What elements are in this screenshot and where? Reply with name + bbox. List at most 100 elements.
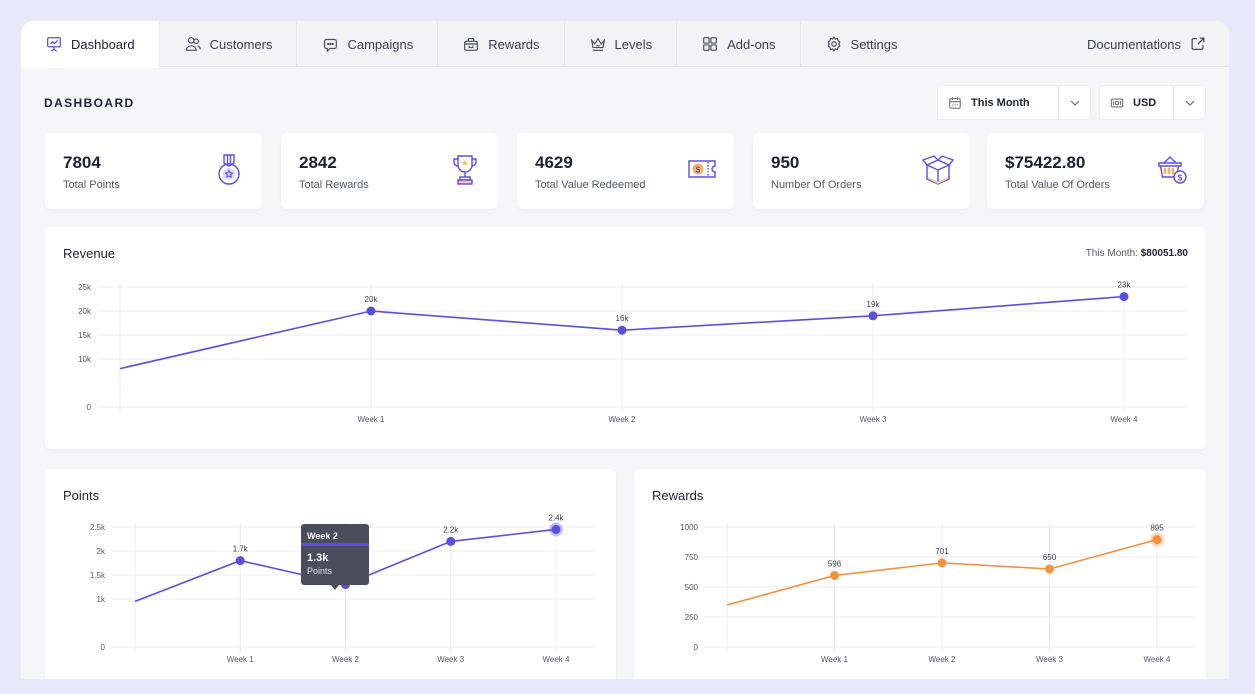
y-tick-label: 1000 bbox=[680, 523, 698, 532]
tab-customers[interactable]: Customers bbox=[160, 21, 298, 67]
tab-label: Levels bbox=[614, 36, 653, 52]
tab-dashboard[interactable]: Dashboard bbox=[21, 21, 160, 68]
medal-icon bbox=[218, 154, 240, 185]
data-point bbox=[366, 306, 376, 316]
svg-text:$: $ bbox=[696, 166, 701, 175]
rewards-card: Rewards 0 250 500 750 1000 Week 1 Week 2 Week 3… bbox=[634, 469, 1206, 679]
calendar-icon bbox=[949, 96, 961, 109]
tooltip-value: 1.3k bbox=[307, 552, 329, 564]
period-value: This Month bbox=[971, 96, 1030, 109]
y-tick-label: 2k bbox=[97, 547, 106, 556]
x-tick-label: Week 3 bbox=[860, 415, 888, 424]
tab-rewards[interactable]: Rewards bbox=[438, 21, 565, 67]
x-tick-label: Week 1 bbox=[821, 655, 849, 664]
stat-card-total-points: 7804 Total Points bbox=[45, 133, 262, 209]
coupon-icon: $ bbox=[688, 160, 716, 178]
tab-label: Dashboard bbox=[71, 36, 135, 52]
revenue-title: Revenue bbox=[63, 246, 116, 261]
tab-label: Settings bbox=[850, 36, 898, 52]
presentation-chart-icon bbox=[47, 37, 61, 52]
x-tick-label: Week 2 bbox=[332, 655, 360, 664]
chart-tooltip: Week 2 1.3k Points bbox=[301, 524, 369, 590]
stat-value: $75422.80 bbox=[1005, 153, 1086, 172]
x-tick-label: Week 4 bbox=[1144, 655, 1172, 664]
y-tick-label: 1k bbox=[97, 595, 106, 604]
basket-icon: $ bbox=[1158, 156, 1187, 184]
data-label: 650 bbox=[1043, 553, 1057, 562]
data-label: 895 bbox=[1150, 524, 1164, 533]
x-tick-label: Week 4 bbox=[1111, 415, 1139, 424]
currency-select[interactable]: USD bbox=[1099, 85, 1206, 120]
points-card: Points 0 1k 1.5k 2k 2.5k Week 1 Week 2 Week 3 We… bbox=[45, 469, 616, 679]
data-label: 2.4k bbox=[548, 513, 564, 522]
y-tick-label: 0 bbox=[694, 643, 699, 652]
y-tick-label: 15k bbox=[78, 331, 92, 340]
chevron-down-icon[interactable] bbox=[1173, 86, 1205, 119]
y-tick-label: 20k bbox=[78, 307, 92, 316]
tab-label: Customers bbox=[209, 36, 273, 52]
stat-card-total-rewards: 2842 Total Rewards bbox=[281, 133, 498, 209]
grid-icon bbox=[703, 37, 717, 51]
data-label: 596 bbox=[828, 559, 842, 568]
open-box-icon bbox=[922, 155, 954, 185]
data-point bbox=[617, 325, 627, 335]
data-point bbox=[551, 524, 561, 534]
period-select[interactable]: This Month bbox=[937, 85, 1091, 120]
external-link-icon bbox=[1191, 37, 1205, 51]
x-tick-label: Week 4 bbox=[543, 655, 571, 664]
y-tick-label: 250 bbox=[685, 613, 699, 622]
money-icon bbox=[1110, 98, 1124, 107]
tooltip-category: Week 2 bbox=[301, 524, 369, 546]
data-point bbox=[235, 556, 245, 566]
stat-label: Number Of Orders bbox=[771, 179, 862, 191]
data-label: 2.2k bbox=[443, 525, 459, 534]
data-label: 701 bbox=[935, 547, 949, 556]
y-tick-label: 25k bbox=[78, 283, 92, 292]
data-label: 19k bbox=[867, 300, 881, 309]
y-tick-label: 750 bbox=[685, 553, 699, 562]
documentations-link[interactable]: Documentations bbox=[1063, 21, 1229, 67]
revenue-chart: 0 10k 15k 20k 25k Week 1 Week 2 Week 3 Week 4 20k… bbox=[78, 281, 1188, 424]
tab-settings[interactable]: Settings bbox=[801, 21, 922, 67]
rewards-title: Rewards bbox=[652, 488, 704, 503]
data-label: 16k bbox=[616, 314, 630, 323]
x-tick-label: Week 1 bbox=[227, 655, 255, 664]
tab-levels[interactable]: Levels bbox=[565, 21, 678, 67]
app-window: Dashboard Customers Campaigns Rewards Le… bbox=[20, 20, 1230, 680]
stat-value: 950 bbox=[771, 153, 800, 172]
y-tick-label: 0 bbox=[101, 643, 106, 652]
data-point bbox=[937, 558, 947, 568]
revenue-meta-label: This Month: bbox=[1085, 248, 1138, 259]
tooltip-label: Points bbox=[307, 566, 333, 576]
x-tick-label: Week 3 bbox=[1036, 655, 1064, 664]
dashboard-content: DASHBOARD This Month USD 7804 Total Poin… bbox=[21, 67, 1229, 679]
data-point bbox=[830, 570, 839, 580]
tab-label: Add-ons bbox=[727, 36, 776, 52]
revenue-card: Revenue This Month: $80051.80 0 10k 15k 20k… bbox=[45, 227, 1206, 449]
users-icon bbox=[185, 37, 201, 51]
y-tick-label: 0 bbox=[87, 403, 92, 412]
stat-value: 2842 bbox=[299, 153, 337, 172]
tab-add-ons[interactable]: Add-ons bbox=[677, 21, 801, 67]
y-tick-label: 1.5k bbox=[90, 571, 106, 580]
docs-label: Documentations bbox=[1087, 36, 1181, 52]
data-point bbox=[1152, 535, 1162, 545]
stat-card-total-value-redeemed: 4629 Total Value Redeemed $ bbox=[517, 133, 734, 209]
data-point bbox=[868, 311, 878, 321]
x-tick-label: Week 2 bbox=[609, 415, 637, 424]
data-point bbox=[446, 536, 456, 546]
svg-text:$: $ bbox=[1178, 174, 1183, 183]
y-tick-label: 10k bbox=[78, 355, 92, 364]
tab-campaigns[interactable]: Campaigns bbox=[297, 21, 439, 67]
tab-label: Campaigns bbox=[347, 36, 414, 52]
points-chart: 0 1k 1.5k 2k 2.5k Week 1 Week 2 Week 3 Week 4 1.7… bbox=[90, 513, 596, 664]
stat-label: Total Points bbox=[63, 179, 120, 191]
gift-icon bbox=[464, 38, 479, 51]
chevron-down-icon[interactable] bbox=[1058, 86, 1090, 119]
x-tick-label: Week 3 bbox=[437, 655, 465, 664]
main-nav: Dashboard Customers Campaigns Rewards Le… bbox=[21, 21, 1229, 68]
page-title: DASHBOARD bbox=[44, 96, 135, 110]
stat-card-total-value-of-orders: $75422.80 Total Value Of Orders $ bbox=[987, 133, 1204, 209]
data-label: 1.7k bbox=[233, 545, 249, 554]
chat-bubbles-icon bbox=[324, 38, 338, 53]
